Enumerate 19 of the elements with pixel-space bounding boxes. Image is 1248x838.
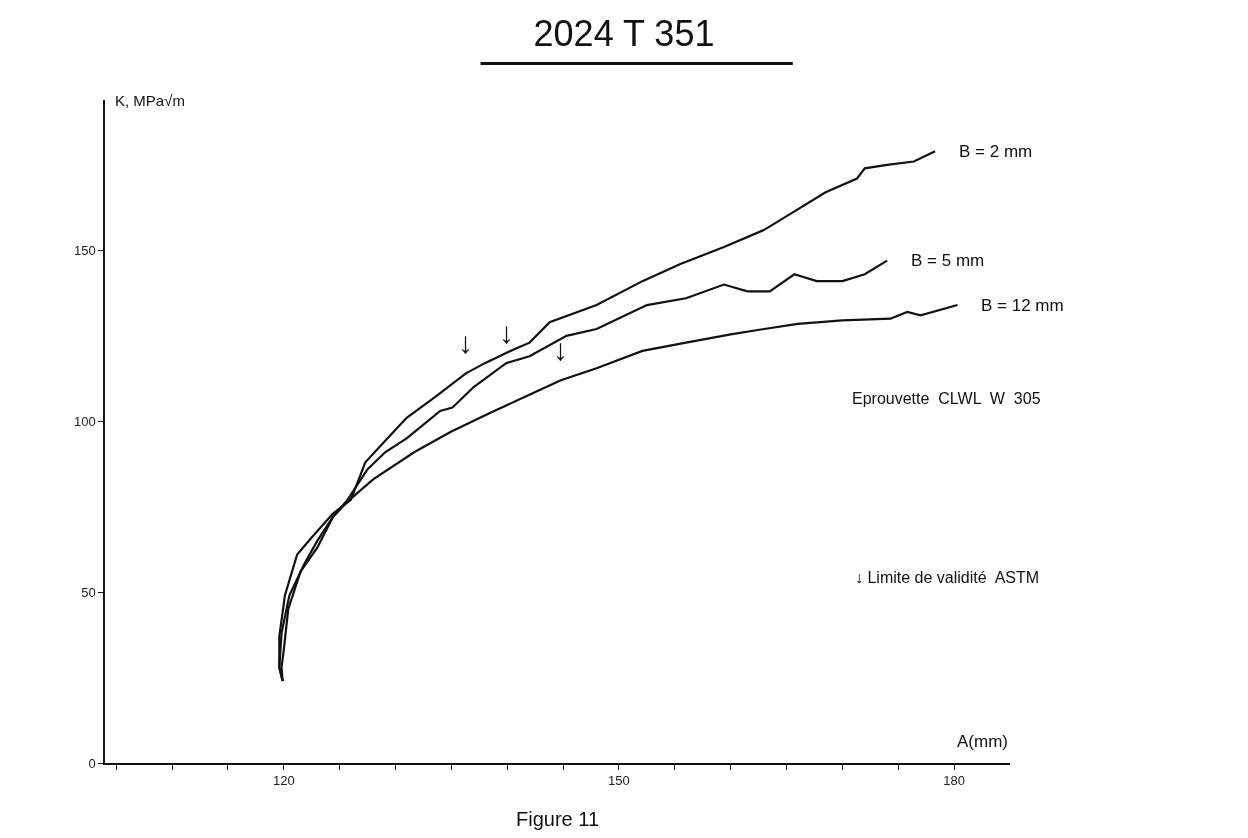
x-tick-label: 150: [608, 773, 630, 789]
chart-title: 2024 T 351: [533, 13, 715, 55]
x-tick-label: 180: [943, 773, 965, 789]
annotation: ↓ Limite de validité ASTM: [855, 569, 1040, 586]
y-axis-title: K, MPa√m: [115, 92, 185, 109]
annotation: ↓: [458, 326, 473, 359]
series-label: B = 5 mm: [911, 251, 985, 270]
series-label: B = 2 mm: [959, 142, 1033, 161]
series-label: B = 12 mm: [981, 296, 1064, 315]
annotation: Eprouvette CLWL W 305: [852, 390, 1041, 407]
y-tick-label: 50: [81, 584, 96, 600]
x-tick-label: 120: [272, 773, 295, 789]
y-tick-label: 0: [88, 755, 96, 771]
caption: Figure 11: [516, 808, 600, 830]
y-tick-label: 150: [73, 242, 96, 258]
x-axis-title: A(mm): [957, 732, 1008, 751]
annotation: ↓: [499, 316, 514, 349]
annotation: ↓: [553, 333, 568, 366]
y-tick-label: 100: [73, 413, 96, 429]
